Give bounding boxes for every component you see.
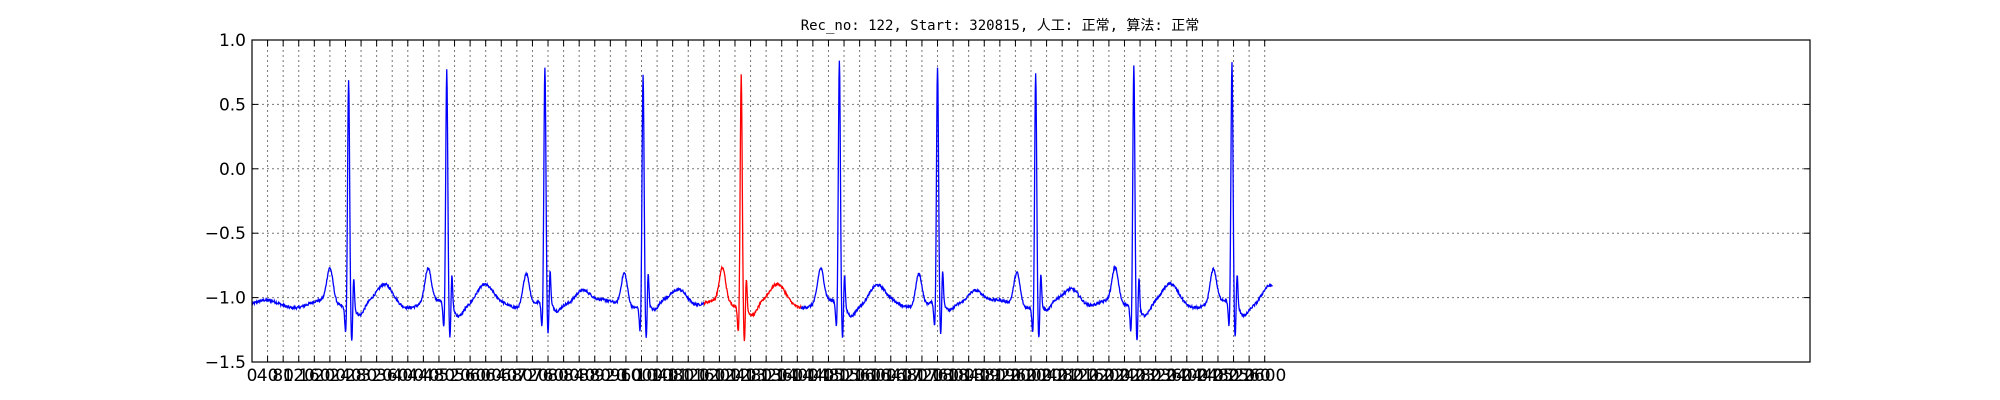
x-tick-label: 2400 xyxy=(1165,366,1208,386)
x-tick-label: 920 xyxy=(594,366,626,386)
chart-title: Rec_no: 122, Start: 320815, 人工: 正常, 算法: … xyxy=(801,18,1200,34)
x-tick-label: 520 xyxy=(438,366,470,386)
x-tick-label: 1200 xyxy=(698,366,741,386)
y-tick-label: 0.5 xyxy=(219,95,246,115)
x-tick-label: 2320 xyxy=(1134,366,1177,386)
x-tick-label: 760 xyxy=(532,366,564,386)
x-tick-label: 1280 xyxy=(729,366,772,386)
x-tick-label: 640 xyxy=(485,366,517,386)
x-tick-label: 1640 xyxy=(869,366,912,386)
x-tick-label: 1040 xyxy=(635,366,678,386)
x-tick-label: 2000 xyxy=(1009,366,1052,386)
plot-frame xyxy=(251,39,1811,363)
grid-lines xyxy=(252,40,1810,362)
x-tick-label: 1720 xyxy=(900,366,943,386)
x-tick-label: 680 xyxy=(501,366,533,386)
x-tick-label: 360 xyxy=(376,366,408,386)
x-tick-label: 2080 xyxy=(1041,366,1084,386)
x-tick-label: 480 xyxy=(423,366,455,386)
ecg-line-blue-2 xyxy=(800,60,1273,341)
x-tick-label: 2600 xyxy=(1243,366,1286,386)
x-tick-label: 2200 xyxy=(1087,366,1130,386)
x-tick-label: 1400 xyxy=(776,366,819,386)
x-tick-label: 1920 xyxy=(978,366,1021,386)
x-tick-label: 720 xyxy=(516,366,548,386)
x-tick-label: 1840 xyxy=(947,366,990,386)
x-tick-label: 1320 xyxy=(745,366,788,386)
x-tick-label: 1360 xyxy=(760,366,803,386)
ecg-series xyxy=(251,60,1273,342)
x-tick-label: 560 xyxy=(454,366,486,386)
x-tick-label: 1680 xyxy=(885,366,928,386)
x-tick-label: 2040 xyxy=(1025,366,1068,386)
x-tick-label: 800 xyxy=(547,366,579,386)
x-tick-label: 2480 xyxy=(1196,366,1239,386)
x-tick-label: 2440 xyxy=(1181,366,1224,386)
x-tick-label: 1080 xyxy=(651,366,694,386)
x-tick-label: 2360 xyxy=(1150,366,1193,386)
x-tick-label: 2240 xyxy=(1103,366,1146,386)
x-tick-label: 600 xyxy=(469,366,501,386)
x-tick-label: 1600 xyxy=(854,366,897,386)
x-tick-label: 1440 xyxy=(791,366,834,386)
x-tick-label: 880 xyxy=(579,366,611,386)
x-tick-label: 2520 xyxy=(1212,366,1255,386)
x-tick-label: 1480 xyxy=(807,366,850,386)
x-tick-label: 1000 xyxy=(620,366,663,386)
x-tick-label: 1120 xyxy=(667,366,710,386)
x-tick-label: 1160 xyxy=(682,366,725,386)
x-tick-label: 240 xyxy=(329,366,361,386)
x-tick-label: 160 xyxy=(298,366,330,386)
x-tick-label: 2160 xyxy=(1072,366,1115,386)
tick-labels: 1.0 0.5 0.0 −0.5 −1.0 −1.50 408012016020024028… xyxy=(205,31,1287,386)
ecg-line-blue-1 xyxy=(251,67,705,341)
x-tick-label: 1240 xyxy=(713,366,756,386)
x-tick-label: 2280 xyxy=(1118,366,1161,386)
x-tick-label: 1960 xyxy=(994,366,1037,386)
x-tick-label: 280 xyxy=(345,366,377,386)
y-tick-label: −0.5 xyxy=(205,224,246,244)
x-tick-label: 1880 xyxy=(963,366,1006,386)
y-tick-label: −1.5 xyxy=(205,353,246,373)
x-tick-label: 1760 xyxy=(916,366,959,386)
y-tick-label: 1.0 xyxy=(219,31,246,51)
x-tick-label: 200 xyxy=(314,366,346,386)
x-tick-label: 1560 xyxy=(838,366,881,386)
x-tick-label: 320 xyxy=(360,366,392,386)
x-tick-label: 120 xyxy=(283,366,315,386)
x-tick-label: 40 xyxy=(257,366,279,386)
y-tick-label: −1.0 xyxy=(205,289,246,309)
x-tick-label: 1520 xyxy=(822,366,865,386)
x-tick-label: 400 xyxy=(392,366,424,386)
x-tick-label: 2120 xyxy=(1056,366,1099,386)
x-tick-label: 440 xyxy=(407,366,439,386)
x-tick-label: 840 xyxy=(563,366,595,386)
x-tick-label: 1800 xyxy=(931,366,974,386)
x-tick-label: 80 xyxy=(272,366,294,386)
y-tick-label: 0.0 xyxy=(219,160,246,180)
x-tick-label: 2560 xyxy=(1227,366,1270,386)
ecg-line-red xyxy=(703,74,802,342)
x-tick-label: 960 xyxy=(610,366,642,386)
x-tick-label: 0 xyxy=(247,366,258,386)
